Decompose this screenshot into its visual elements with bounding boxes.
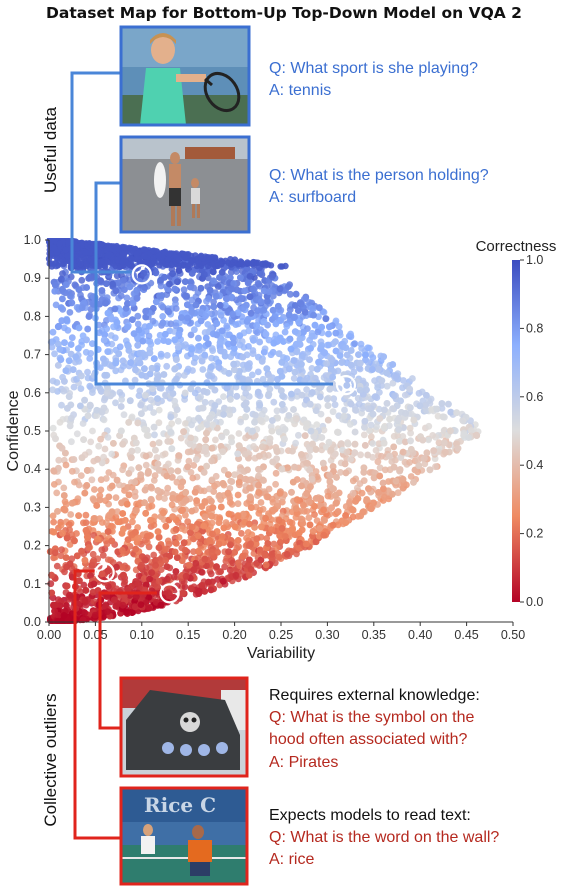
x-tick-label: 0.05 xyxy=(83,628,107,642)
useful-data-label: Useful data xyxy=(41,106,60,193)
useful-connectors xyxy=(70,71,333,386)
outlier-connectors xyxy=(73,569,157,840)
y-axis-label: Confidence xyxy=(5,390,22,471)
y-tick-label: 0.6 xyxy=(24,386,41,400)
x-tick-label: 0.30 xyxy=(315,628,339,642)
colorbar-title: Correctness xyxy=(476,238,557,255)
colorbar-tick-label: 0.4 xyxy=(526,458,543,472)
x-tick-label: 0.10 xyxy=(130,628,154,642)
highlight-circle xyxy=(159,583,180,604)
example-2-text: Q: What is the person holding? A: surfbo… xyxy=(269,167,489,206)
example-3-text: Requires external knowledge: Q: What is … xyxy=(269,687,480,771)
tennis-player-image xyxy=(119,25,251,127)
y-tick-label: 0.0 xyxy=(24,615,41,629)
colorbar-tick-label: 0.2 xyxy=(526,527,543,541)
collective-outliers-label: Collective outliers xyxy=(41,693,60,826)
example-1-answer: A: tennis xyxy=(269,82,331,99)
example-3-question-line-1: Q: What is the symbol on the xyxy=(269,709,475,726)
y-tick-label: 0.3 xyxy=(24,500,41,514)
y-tick-label: 0.7 xyxy=(24,348,41,362)
x-tick-label: 0.25 xyxy=(269,628,293,642)
y-tick-label: 0.9 xyxy=(24,271,41,285)
highlight-circle xyxy=(131,264,152,285)
x-tick-label: 0.40 xyxy=(408,628,432,642)
y-tick-label: 0.8 xyxy=(24,309,41,323)
car-hood-skull-image xyxy=(119,676,249,778)
y-tick-label: 0.2 xyxy=(24,539,41,553)
example-4-text: Expects models to read text: Q: What is … xyxy=(269,807,499,868)
example-4-question: Q: What is the word on the wall? xyxy=(269,829,499,846)
beach-surfboard-image xyxy=(119,135,251,234)
example-3-heading: Requires external knowledge: xyxy=(269,687,480,704)
y-tick-label: 1.0 xyxy=(24,233,41,247)
example-4-heading: Expects models to read text: xyxy=(269,807,471,824)
x-tick-label: 0.35 xyxy=(362,628,386,642)
example-4-answer: A: rice xyxy=(269,851,314,868)
y-axis: 0.0 0.1 0.2 0.3 0.4 0.5 0.6 0.7 0.8 0.9 1.0 Confid… xyxy=(5,233,50,629)
example-3-question-line-2: hood often associated with? xyxy=(269,731,467,748)
example-3-answer: A: Pirates xyxy=(269,754,338,771)
y-tick-label: 0.4 xyxy=(24,462,41,476)
highlight-circle xyxy=(335,375,357,396)
x-axis: 0.00 0.05 0.10 0.15 0.20 0.25 0.30 0.35 0.40 0.45… xyxy=(37,621,525,662)
chart-title: Dataset Map for Bottom-Up Top-Down Model… xyxy=(46,4,522,22)
x-axis-label: Variability xyxy=(247,645,315,662)
tennis-wall-text-image: Rice C xyxy=(119,786,249,886)
colorbar-tick-label: 0.6 xyxy=(526,390,543,404)
highlight-circles xyxy=(94,264,357,604)
colorbar-gradient xyxy=(512,260,520,602)
example-1-text: Q: What sport is she playing? A: tennis xyxy=(269,60,478,99)
highlight-circle xyxy=(94,562,115,583)
example-2-answer: A: surfboard xyxy=(269,189,356,206)
y-tick-label: 0.5 xyxy=(24,424,41,438)
x-tick-label: 0.45 xyxy=(454,628,478,642)
y-tick-label: 0.1 xyxy=(24,577,41,591)
example-1-question: Q: What sport is she playing? xyxy=(269,60,478,77)
x-tick-label: 0.15 xyxy=(176,628,200,642)
x-tick-label: 0.20 xyxy=(222,628,246,642)
colorbar-tick-label: 1.0 xyxy=(526,253,543,267)
colorbar: Correctness 0.0 0.2 0.4 0.6 0.8 1.0 xyxy=(476,238,557,609)
example-2-question: Q: What is the person holding? xyxy=(269,167,489,184)
x-tick-label: 0.50 xyxy=(501,628,525,642)
x-tick-label: 0.00 xyxy=(37,628,61,642)
colorbar-tick-label: 0.0 xyxy=(526,595,543,609)
wall-text-logo: Rice C xyxy=(144,793,216,817)
colorbar-tick-label: 0.8 xyxy=(526,321,543,335)
